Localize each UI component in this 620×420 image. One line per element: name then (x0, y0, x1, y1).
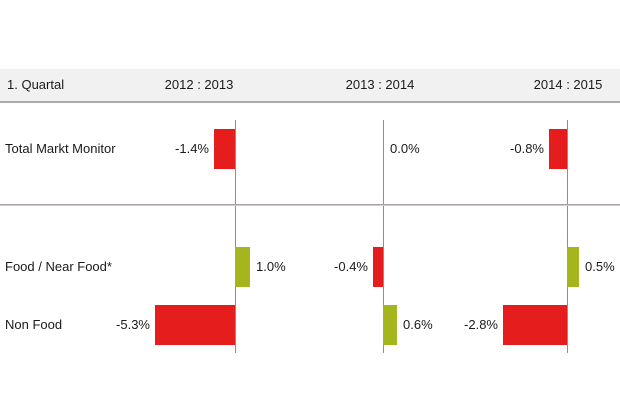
value-label: -0.8% (510, 141, 544, 156)
panel-baseline-1 (383, 120, 384, 353)
value-label: -0.4% (334, 259, 368, 274)
value-label: 0.6% (403, 317, 433, 332)
bar (567, 247, 579, 287)
category-label: Total Markt Monitor (5, 141, 116, 156)
period-header-2012-2013: 2012 : 2013 (164, 77, 234, 92)
period-header-2014-2015: 2014 : 2015 (533, 77, 603, 92)
quarter-row-label: 1. Quartal (7, 77, 65, 92)
bar (214, 129, 235, 169)
chart-header-band: 1. Quartal 2012 : 2013 2013 : 2014 2014 … (0, 69, 620, 103)
bar (155, 305, 235, 345)
bar (503, 305, 567, 345)
value-label: 1.0% (256, 259, 286, 274)
category-label: Non Food (5, 317, 63, 332)
bar (373, 247, 383, 287)
value-label: -5.3% (116, 317, 150, 332)
value-label: 0.0% (390, 141, 420, 156)
bar (235, 247, 250, 287)
value-label: 0.5% (585, 259, 615, 274)
period-header-2013-2014: 2013 : 2014 (345, 77, 415, 92)
category-label: Food / Near Food* (5, 259, 112, 274)
panel-baseline-0 (235, 120, 236, 353)
value-label: -2.8% (464, 317, 498, 332)
group-separator-line (0, 204, 620, 206)
value-label: -1.4% (175, 141, 209, 156)
bar (383, 305, 397, 345)
bar (549, 129, 567, 169)
panel-baseline-2 (567, 120, 568, 353)
